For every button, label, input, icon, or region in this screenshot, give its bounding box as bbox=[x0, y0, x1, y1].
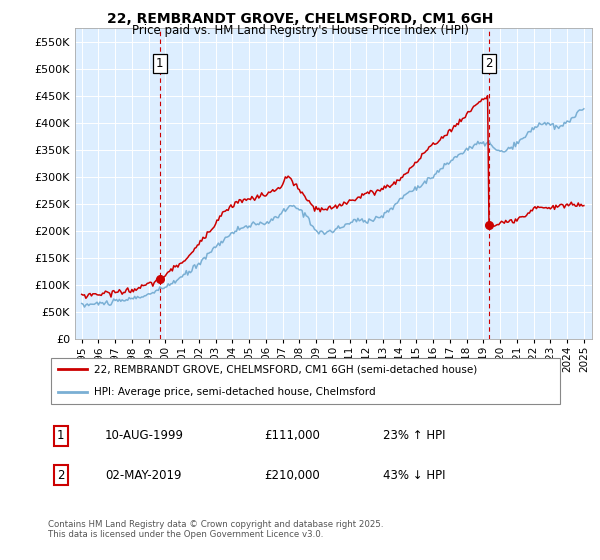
Text: 22, REMBRANDT GROVE, CHELMSFORD, CM1 6GH (semi-detached house): 22, REMBRANDT GROVE, CHELMSFORD, CM1 6GH… bbox=[94, 364, 478, 374]
Text: 43% ↓ HPI: 43% ↓ HPI bbox=[383, 469, 446, 482]
Text: £111,000: £111,000 bbox=[265, 430, 320, 442]
Text: 22, REMBRANDT GROVE, CHELMSFORD, CM1 6GH: 22, REMBRANDT GROVE, CHELMSFORD, CM1 6GH bbox=[107, 12, 493, 26]
Text: Price paid vs. HM Land Registry's House Price Index (HPI): Price paid vs. HM Land Registry's House … bbox=[131, 24, 469, 37]
Text: HPI: Average price, semi-detached house, Chelmsford: HPI: Average price, semi-detached house,… bbox=[94, 388, 376, 398]
Text: 1: 1 bbox=[57, 430, 65, 442]
Text: 10-AUG-1999: 10-AUG-1999 bbox=[105, 430, 184, 442]
Text: 2: 2 bbox=[485, 57, 493, 69]
Text: Contains HM Land Registry data © Crown copyright and database right 2025.
This d: Contains HM Land Registry data © Crown c… bbox=[48, 520, 383, 539]
Text: 23% ↑ HPI: 23% ↑ HPI bbox=[383, 430, 446, 442]
Text: 2: 2 bbox=[57, 469, 65, 482]
FancyBboxPatch shape bbox=[50, 358, 560, 404]
Text: 1: 1 bbox=[156, 57, 164, 69]
Text: £210,000: £210,000 bbox=[265, 469, 320, 482]
Text: 02-MAY-2019: 02-MAY-2019 bbox=[105, 469, 181, 482]
